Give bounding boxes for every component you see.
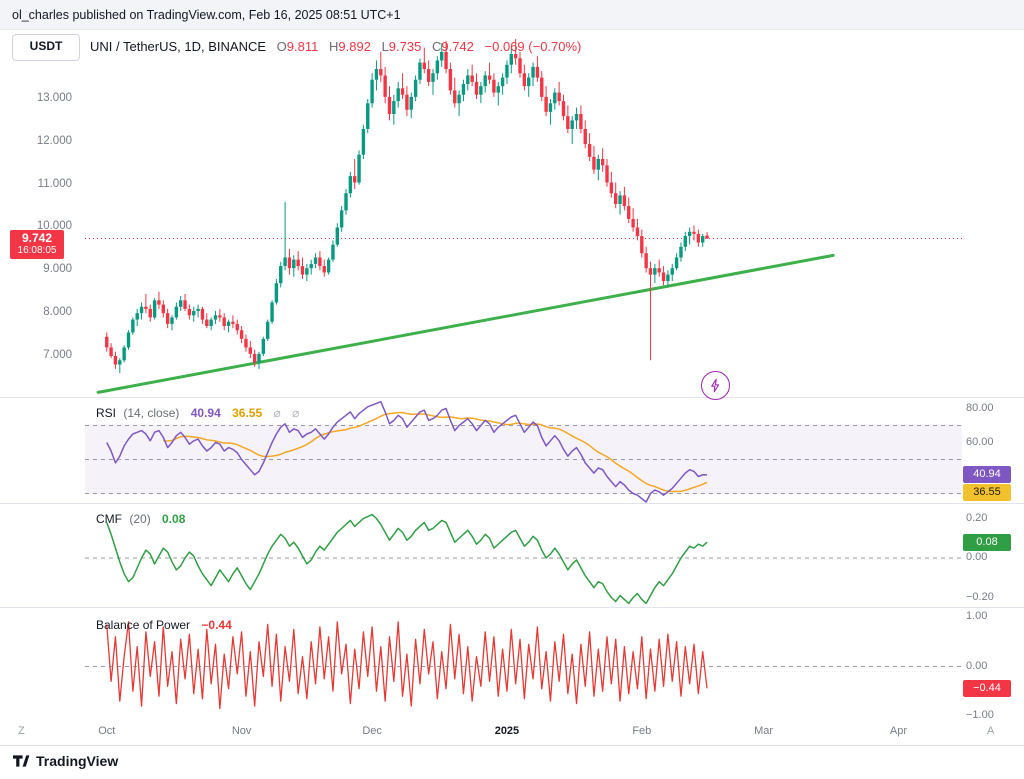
time-axis-label: Mar (754, 725, 774, 737)
low-label: L (381, 39, 389, 54)
price-scale-label: 8.000 (43, 306, 72, 319)
price-scale-label: 11.000 (37, 177, 72, 190)
last-price-value: 9.742 (21, 231, 53, 245)
indicator-scale-label: 80.00 (966, 401, 994, 414)
symbol-legend: UNI / TetherUS, 1D, BINANCE O9.811 H9.89… (90, 39, 581, 54)
timezone-corner-label: Z (18, 725, 25, 737)
time-axis-label: Feb (632, 725, 652, 737)
flash-publish-button[interactable] (701, 371, 730, 400)
indicator-scale-label: −0.20 (966, 590, 994, 603)
indicator-scale-label: 0.20 (966, 511, 988, 524)
cmf-value: 0.08 (162, 512, 186, 526)
close-value: 9.742 (441, 39, 474, 54)
rsi-hide-icon[interactable]: ⌀ (273, 406, 281, 420)
open-label: O (276, 39, 287, 54)
cmf-scale-badge: 0.08 (963, 534, 1011, 551)
time-axis-label: Dec (362, 725, 382, 737)
indicator-scale-label: 0.00 (966, 659, 988, 672)
rsi-value: 40.94 (190, 406, 221, 420)
indicator-scale-label: 60.00 (966, 435, 994, 448)
bop-value: −0.44 (201, 618, 232, 632)
rsi-name[interactable]: RSI (96, 406, 117, 420)
rsi-ma-scale-badge: 36.55 (963, 484, 1011, 501)
cmf-params: (20) (129, 512, 151, 526)
price-scale-label: 9.000 (43, 263, 72, 276)
symbol-search-button[interactable]: USDT (12, 34, 80, 61)
price-scale-label: 10.000 (36, 220, 72, 233)
publish-bar: ol_charles published on TradingView.com,… (0, 0, 1024, 30)
high-label: H (329, 39, 339, 54)
tradingview-brand-link[interactable]: TradingView (12, 753, 118, 769)
price-scale-label: 12.000 (36, 134, 72, 147)
bop-scale-badge: −0.44 (963, 680, 1011, 697)
cmf-name[interactable]: CMF (96, 512, 122, 526)
rsi-params: (14, close) (123, 406, 180, 420)
lightning-icon (711, 378, 720, 393)
price-scale-label: 13.000 (36, 92, 72, 104)
bop-name[interactable]: Balance of Power (96, 618, 191, 632)
tradingview-logo-icon (13, 755, 30, 767)
indicator-scale-label: 1.00 (966, 610, 988, 622)
time-axis-label: Apr (889, 725, 907, 737)
last-price-badge: 9.742 16:08:05 (10, 230, 64, 259)
rsi-ma-value: 36.55 (232, 406, 263, 420)
auto-scale-corner-label: A (987, 725, 995, 737)
change-value: −0.069 (−0.70%) (484, 39, 582, 54)
rsi-legend: RSI (14, close) 40.94 36.55 ⌀ ⌀ (96, 406, 299, 420)
footer-bar: TradingView (0, 745, 1024, 779)
rsi-scale-badge: 40.94 (963, 466, 1011, 483)
bop-legend: Balance of Power −0.44 (96, 618, 232, 632)
time-axis-label: Oct (98, 725, 116, 737)
publish-text: ol_charles published on TradingView.com,… (12, 8, 401, 22)
time-axis-label: Nov (231, 725, 252, 737)
open-value: 9.811 (286, 39, 319, 54)
high-value: 9.892 (338, 39, 371, 54)
close-label: C (431, 39, 442, 54)
time-axis-label: 2025 (494, 725, 520, 737)
bar-countdown: 16:08:05 (17, 245, 57, 256)
indicator-scale-label: 0.00 (966, 551, 988, 563)
price-scale-label: 7.000 (43, 348, 72, 361)
tradingview-brand-text: TradingView (36, 753, 119, 769)
cmf-legend: CMF (20) 0.08 (96, 512, 185, 526)
rsi-ma-hide-icon[interactable]: ⌀ (292, 406, 300, 420)
symbol-title[interactable]: UNI / TetherUS, 1D, BINANCE (90, 39, 267, 54)
low-value: 9.735 (388, 39, 422, 54)
indicator-scale[interactable]: 80.00 60.00 0.20 0.00 −0.20 1.00 0.00 −1.00 (962, 0, 1024, 722)
price-scale[interactable]: 13.000 12.000 11.000 10.000 9.000 8.000 7.000 (0, 0, 78, 718)
time-axis[interactable]: Oct Nov Dec 2025 Feb Mar Apr (0, 718, 1024, 745)
